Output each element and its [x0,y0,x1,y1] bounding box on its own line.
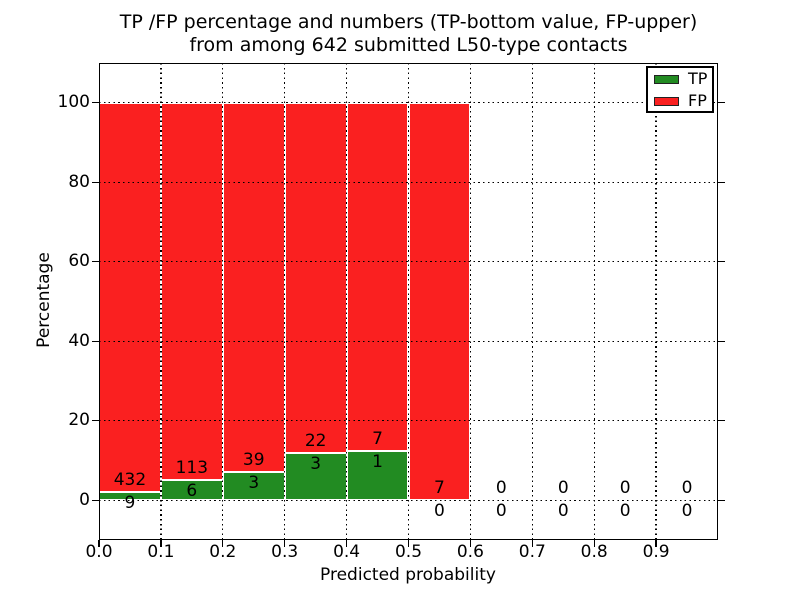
chart-title: TP /FP percentage and numbers (TP-bottom… [99,11,718,57]
x-tick [469,540,472,547]
x-tick-label: 0.1 [147,542,175,562]
y-tick-right [718,340,725,342]
x-gridline [222,63,224,540]
fp-bar [284,102,347,453]
x-tick [98,540,100,547]
fp-count-label: 0 [619,478,631,499]
fp-bar [99,102,161,493]
legend: TP FP [646,66,714,113]
legend-entry-fp: FP [648,90,712,112]
x-tick-label: 0.9 [642,542,670,562]
y-tick-label: 0 [79,489,90,510]
tp-count-label: 0 [557,501,569,522]
x-tick [345,540,348,547]
fp-legend-label: FP [688,91,707,110]
tp-count-label: 0 [434,501,445,522]
x-gridline [284,63,286,540]
fp-count-label: 113 [175,458,209,479]
x-tick [284,540,286,547]
x-tick-label: 0.4 [333,542,361,562]
fp-bar [222,102,285,472]
tp-count-label: 0 [681,501,693,522]
y-tick [91,181,99,183]
y-tick-label: 100 [57,92,90,113]
y-tick [91,420,99,422]
fp-count-label: 7 [372,428,383,449]
fp-count-label: 7 [434,478,445,499]
x-axis-label: Predicted probability [320,565,496,585]
fp-count-label: 22 [304,430,327,451]
y-tick-label: 60 [68,251,90,272]
chart-title-line1: TP /FP percentage and numbers (TP-bottom… [119,11,698,33]
x-gridline [160,63,162,540]
x-gridline [345,63,348,540]
fp-legend-swatch [654,96,679,106]
fp-bar [160,102,223,481]
legend-entry-tp: TP [648,68,712,90]
x-tick [655,540,657,547]
chart-title-line2: from among 642 submitted L50-type contac… [189,34,628,56]
tp-count-label: 3 [310,453,322,474]
y-tick-right [718,181,725,183]
x-tick [531,540,533,547]
x-tick-label: 0.8 [580,542,608,562]
x-tick-label: 0.6 [456,542,484,562]
x-gridline [469,63,472,540]
x-tick [222,540,224,547]
y-tick [91,340,99,342]
tp-count-label: 0 [619,501,631,522]
fp-bar [408,102,471,501]
fp-count-label: 39 [242,449,265,470]
tp-count-label: 9 [124,493,136,514]
x-gridline [531,63,533,540]
y-tick-right [718,261,725,263]
y-tick [91,499,99,501]
y-tick [91,102,99,104]
fp-count-label: 0 [557,478,569,499]
x-tick-label: 0.7 [518,542,546,562]
tp-count-label: 0 [495,501,507,522]
tp-legend-label: TP [688,69,708,88]
fp-bar [346,102,409,451]
y-tick-right [718,102,725,104]
y-axis-label: Percentage [34,252,54,348]
x-tick [593,540,595,547]
tp-count-label: 1 [372,451,383,472]
fp-count-label: 0 [495,478,507,499]
x-gridline [593,63,595,540]
x-tick-label: 0.2 [209,542,237,562]
y-tick-label: 40 [68,330,90,351]
fp-count-label: 0 [681,478,693,499]
x-tick-label: 0.0 [85,542,113,562]
tp-count-label: 6 [186,481,198,502]
x-tick-label: 0.5 [394,542,423,562]
y-tick [91,261,99,263]
x-tick [407,540,410,547]
x-gridline [407,63,410,540]
y-tick-right [718,420,725,422]
tp-legend-swatch [654,74,679,84]
y-tick-label: 20 [68,410,90,431]
x-gridline [655,63,657,540]
x-tick-label: 0.3 [271,542,299,562]
tp-count-label: 3 [248,472,260,493]
y-tick-right [718,499,725,501]
fp-count-label: 432 [113,470,147,491]
y-tick-label: 80 [68,171,90,192]
x-tick [160,540,162,547]
